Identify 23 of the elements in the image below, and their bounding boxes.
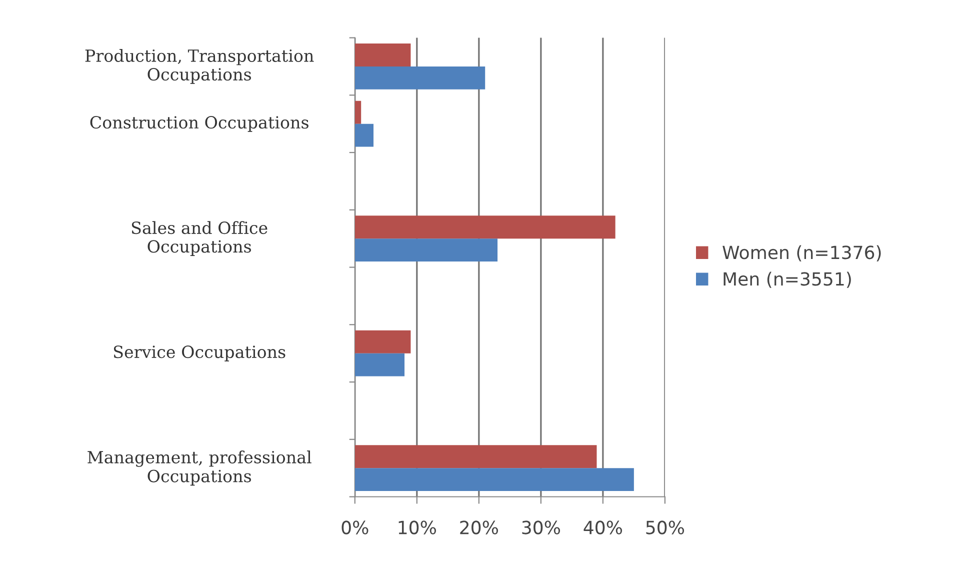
bar bbox=[354, 330, 411, 354]
x-tick-label: 50% bbox=[646, 520, 684, 534]
y-tick-label: Service Occupations bbox=[114, 346, 286, 362]
y-tick-label: Sales and Office Occupations bbox=[132, 221, 268, 256]
y-tick-label: Production, Transportation Occupations bbox=[85, 49, 314, 84]
bar bbox=[354, 468, 634, 492]
y-tick-label: Management, professional Occupations bbox=[88, 450, 312, 486]
bar bbox=[354, 238, 498, 262]
bar bbox=[354, 216, 616, 239]
legend-label: Women (n=1376) bbox=[722, 245, 881, 262]
x-tick-label: 40% bbox=[584, 520, 622, 534]
x-tick-label: 10% bbox=[398, 520, 436, 534]
bar bbox=[354, 100, 362, 124]
bar bbox=[354, 353, 404, 376]
bar bbox=[354, 124, 374, 147]
x-tick-label: 30% bbox=[522, 520, 560, 534]
bar bbox=[354, 44, 411, 66]
bar bbox=[354, 445, 597, 468]
x-tick-label: 0% bbox=[342, 520, 368, 534]
legend-label: Men (n=3551) bbox=[724, 272, 851, 288]
y-tick-label: Construction Occupations bbox=[90, 116, 308, 132]
x-tick-label: 20% bbox=[460, 520, 498, 534]
bar bbox=[354, 66, 486, 90]
